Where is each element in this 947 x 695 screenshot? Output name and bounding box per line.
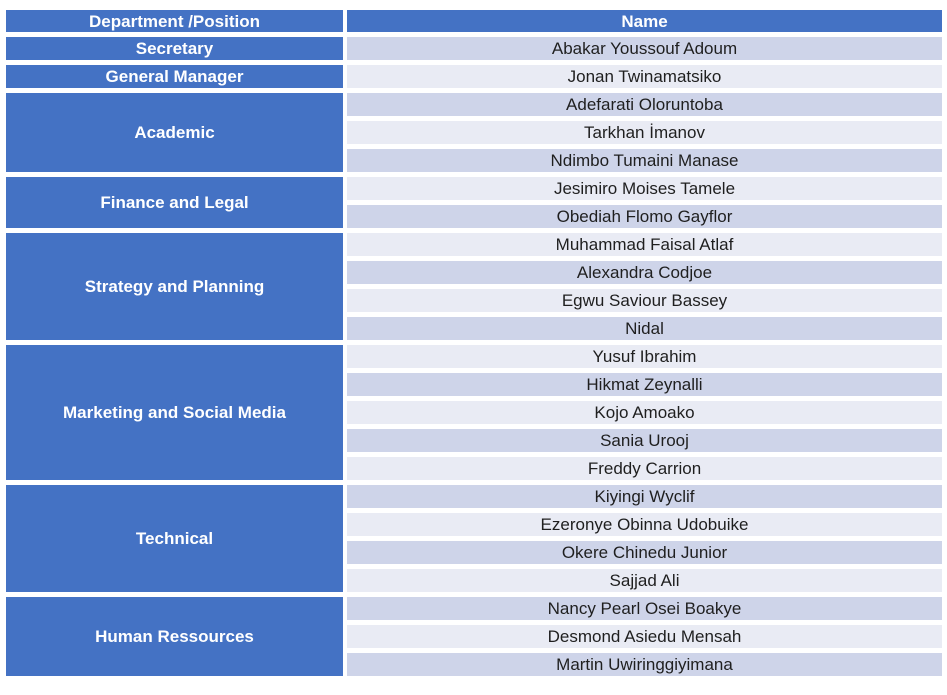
name-cell: Tarkhan İmanov (347, 121, 942, 144)
name-cell: Alexandra Codjoe (347, 261, 942, 284)
name-cell: Hikmat Zeynalli (347, 373, 942, 396)
name-cell: Ezeronye Obinna Udobuike (347, 513, 942, 536)
department-cell: Finance and Legal (6, 177, 343, 228)
department-cell: Strategy and Planning (6, 233, 343, 340)
department-header-cell: Department /Position (6, 10, 343, 32)
name-cell: Abakar Youssouf Adoum (347, 37, 942, 60)
name-cell: Ndimbo Tumaini Manase (347, 149, 942, 172)
department-cell: Technical (6, 485, 343, 592)
name-cell: Kiyingi Wyclif (347, 485, 942, 508)
name-cell: Desmond Asiedu Mensah (347, 625, 942, 648)
name-cell: Freddy Carrion (347, 457, 942, 480)
department-cell: Marketing and Social Media (6, 345, 343, 480)
name-cell: Jonan Twinamatsiko (347, 65, 942, 88)
name-cell: Okere Chinedu Junior (347, 541, 942, 564)
name-cell: Obediah Flomo Gayflor (347, 205, 942, 228)
name-cell: Jesimiro Moises Tamele (347, 177, 942, 200)
name-cell: Adefarati Oloruntoba (347, 93, 942, 116)
name-cell: Egwu Saviour Bassey (347, 289, 942, 312)
name-cell: Nidal (347, 317, 942, 340)
name-header-cell: Name (347, 10, 942, 32)
department-cell: Human Ressources (6, 597, 343, 676)
department-cell: Secretary (6, 37, 343, 60)
name-cell: Martin Uwiringgiyimana (347, 653, 942, 676)
name-cell: Muhammad Faisal Atlaf (347, 233, 942, 256)
name-cell: Nancy Pearl Osei Boakye (347, 597, 942, 620)
department-cell: General Manager (6, 65, 343, 88)
department-cell: Academic (6, 93, 343, 172)
name-cell: Yusuf Ibrahim (347, 345, 942, 368)
name-cell: Sajjad Ali (347, 569, 942, 592)
name-cell: Sania Urooj (347, 429, 942, 452)
name-cell: Kojo Amoako (347, 401, 942, 424)
